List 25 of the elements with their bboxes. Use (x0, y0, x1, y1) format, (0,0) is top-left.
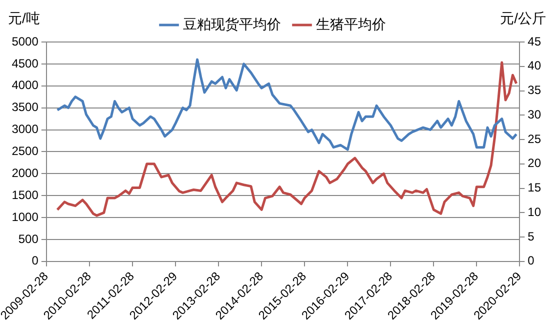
y2-tick-label: 25 (528, 132, 542, 146)
legend-label: 豆粕现货平均价 (183, 16, 281, 32)
y-tick-label: 5000 (12, 34, 39, 48)
y2-tick-label: 10 (528, 204, 542, 219)
y-tick-label: 4500 (12, 56, 39, 70)
y2-tick-label: 15 (528, 180, 542, 195)
y-tick-label: 3000 (12, 122, 39, 136)
y2-tick-label: 45 (528, 34, 542, 48)
y-tick-label: 0 (32, 254, 39, 268)
y-tick-label: 1500 (12, 188, 39, 202)
y2-tick-label: 0 (528, 254, 535, 268)
legend-label: 生猪平均价 (316, 16, 386, 32)
y2-axis-title: 元/公斤 (500, 10, 546, 26)
y2-tick-label: 5 (528, 229, 535, 244)
y-tick-label: 1000 (12, 210, 39, 224)
y2-tick-label: 20 (528, 156, 542, 170)
y-tick-label: 4000 (12, 78, 39, 92)
y2-tick-label: 30 (528, 107, 542, 122)
y2-tick-label: 40 (528, 58, 542, 73)
y-tick-label: 2000 (12, 166, 39, 180)
y-axis-title: 元/吨 (8, 10, 40, 26)
y-tick-label: 3500 (12, 100, 39, 114)
y-tick-label: 500 (18, 232, 39, 246)
y2-tick-label: 35 (528, 83, 542, 98)
y-tick-label: 2500 (12, 144, 39, 158)
